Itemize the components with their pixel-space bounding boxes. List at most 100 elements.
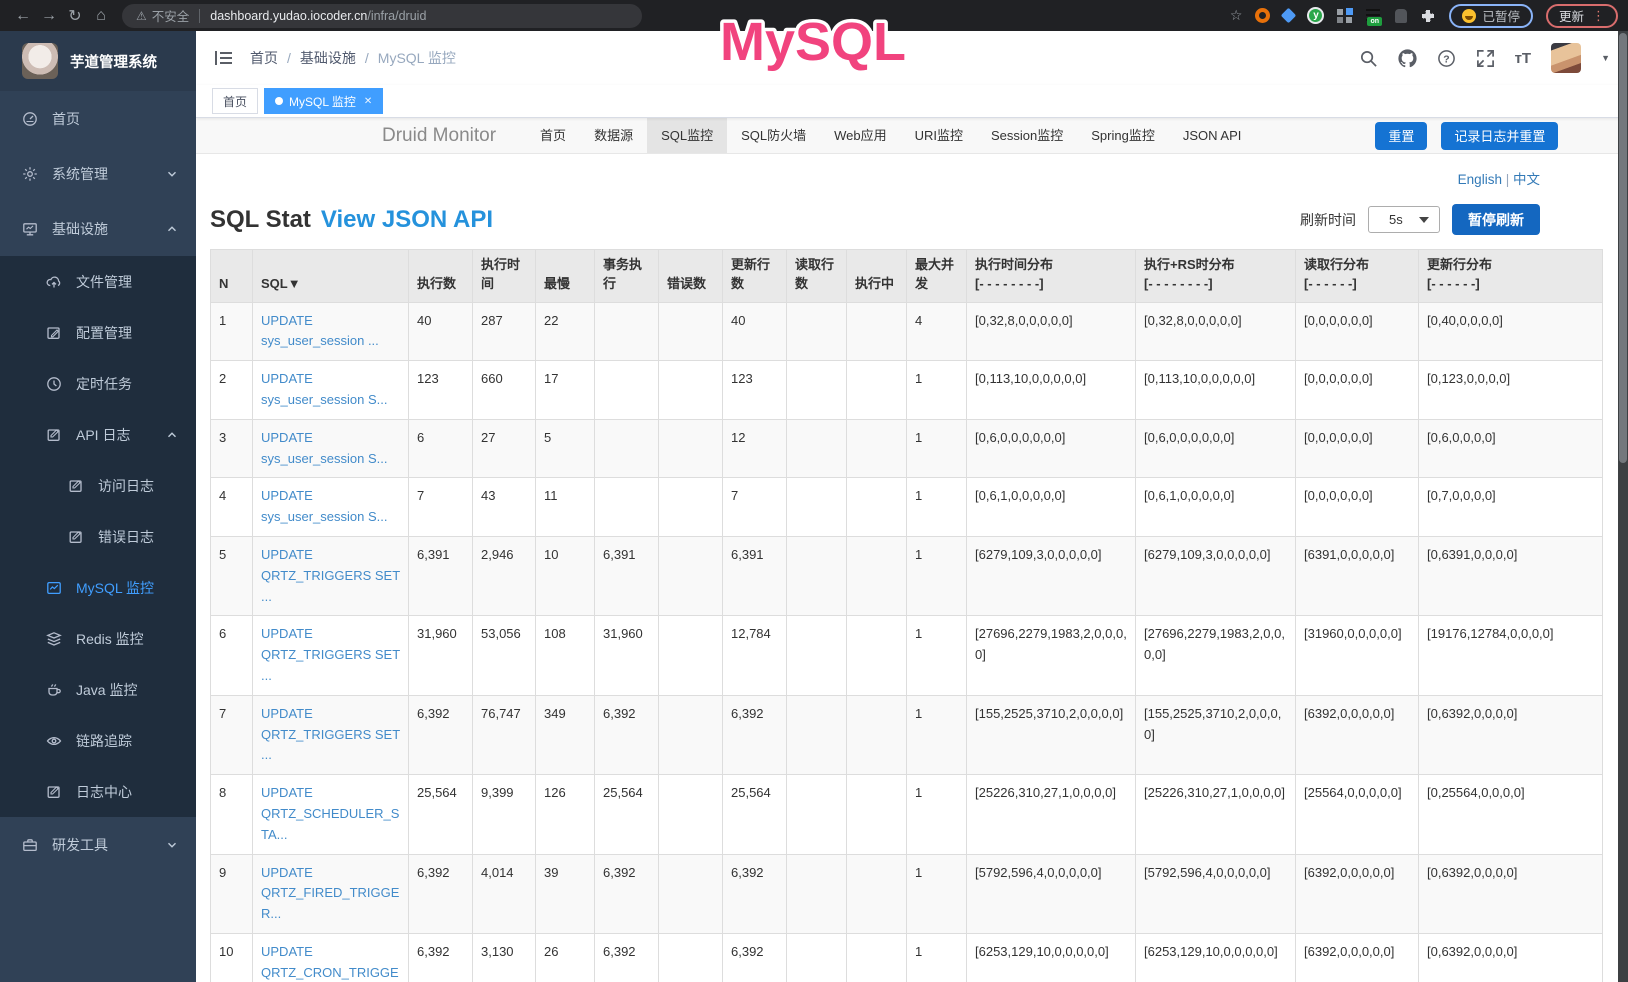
sidebar-item-redis-monitor[interactable]: Redis 监控 <box>0 613 196 664</box>
menu-dots-icon[interactable]: ⋮ <box>1592 7 1605 23</box>
app-logo[interactable]: 芋道管理系统 <box>0 31 196 91</box>
sql-link[interactable]: UPDATE QRTZ_TRIGGERS SET ... <box>261 705 400 763</box>
column-header[interactable]: 执行中 <box>846 249 907 303</box>
sidebar-item-system[interactable]: 系统管理 <box>0 146 196 201</box>
table-cell: UPDATE QRTZ_FIRED_TRIGGER... <box>252 853 409 935</box>
forward-icon[interactable]: → <box>41 6 57 24</box>
sql-link[interactable]: UPDATE QRTZ_TRIGGERS SET ... <box>261 547 400 604</box>
sql-link[interactable]: UPDATE QRTZ_FIRED_TRIGGER... <box>261 864 400 922</box>
druid-button[interactable]: 重置 <box>1375 121 1428 150</box>
sidebar-item-mysql-monitor[interactable]: MySQL 监控 <box>0 562 196 613</box>
column-header[interactable]: 最大并发 <box>906 249 967 303</box>
home-icon[interactable]: ⌂ <box>96 6 106 24</box>
column-header[interactable]: 读取行数 <box>786 249 847 303</box>
pause-refresh-button[interactable]: 暂停刷新 <box>1452 204 1540 235</box>
column-header[interactable]: 事务执行 <box>594 249 659 303</box>
hamburger-icon[interactable] <box>214 48 234 68</box>
avatar-caret-icon[interactable]: ▼ <box>1601 53 1610 63</box>
druid-button[interactable]: 记录日志并重置 <box>1441 121 1559 150</box>
close-icon[interactable]: ✕ <box>363 95 373 107</box>
view-json-api-link[interactable]: View JSON API <box>320 205 493 233</box>
lang-english-link[interactable]: English <box>1457 172 1502 187</box>
font-size-icon[interactable]: тT <box>1514 49 1532 67</box>
column-header[interactable]: 错误数 <box>658 249 723 303</box>
table-cell <box>658 774 723 855</box>
extension-icon-grid[interactable] <box>1337 7 1354 24</box>
reload-icon[interactable]: ↻ <box>68 7 82 25</box>
sidebar-item-trace[interactable]: 链路追踪 <box>0 715 196 766</box>
table-cell: 6,392 <box>594 694 659 776</box>
sql-link[interactable]: UPDATE QRTZ_TRIGGERS SET ... <box>261 626 400 684</box>
sidebar-item-access-log[interactable]: 访问日志 <box>0 460 196 511</box>
refresh-interval-select[interactable]: 5s <box>1368 206 1440 233</box>
sidebar-item-home[interactable]: 首页 <box>0 91 196 146</box>
tag-home[interactable]: 首页 <box>212 88 259 114</box>
breadcrumb-item[interactable]: 首页 <box>250 50 278 66</box>
druid-nav-item[interactable]: 首页 <box>540 128 567 143</box>
druid-nav-item[interactable]: SQL监控 <box>647 118 728 153</box>
table-cell <box>594 418 659 479</box>
edit-icon <box>46 325 62 341</box>
search-icon[interactable] <box>1359 49 1378 68</box>
fullscreen-icon[interactable] <box>1476 49 1495 68</box>
column-header[interactable]: 执行时间 <box>472 249 536 303</box>
druid-nav-item[interactable]: 数据源 <box>594 128 634 143</box>
sql-link[interactable]: UPDATE sys_user_session S... <box>261 488 388 525</box>
table-cell: [0,0,0,0,0,0] <box>1295 360 1419 420</box>
extension-icon-green[interactable]: y <box>1307 7 1325 24</box>
lang-chinese-link[interactable]: 中文 <box>1513 172 1540 187</box>
breadcrumb-item[interactable]: 基础设施 <box>299 50 356 66</box>
github-icon[interactable] <box>1397 48 1417 68</box>
sql-link[interactable]: UPDATE sys_user_session ... <box>261 312 379 349</box>
druid-nav-item[interactable]: Web应用 <box>834 128 887 143</box>
sidebar-item-java-monitor[interactable]: Java 监控 <box>0 664 196 715</box>
extension-icon-list[interactable]: on <box>1366 7 1383 26</box>
tag-mysql-monitor[interactable]: MySQL 监控 ✕ <box>264 88 384 114</box>
table-row: 5 UPDATE QRTZ_TRIGGERS SET ... 6,391 2,946 1… <box>210 536 1603 617</box>
back-icon[interactable]: ← <box>15 6 31 24</box>
sidebar-item-dev-tools[interactable]: 研发工具 <box>0 817 196 872</box>
sidebar-item-job[interactable]: 定时任务 <box>0 358 196 409</box>
user-avatar[interactable] <box>1551 43 1582 73</box>
druid-nav-item[interactable]: Session监控 <box>991 128 1064 143</box>
column-header[interactable]: 最慢 <box>535 249 595 303</box>
sql-link[interactable]: UPDATE QRTZ_SCHEDULER_STA... <box>261 785 400 842</box>
druid-nav-item[interactable]: Spring监控 <box>1091 128 1155 143</box>
table-cell <box>658 694 723 776</box>
druid-nav-item[interactable]: SQL防火墙 <box>741 128 807 143</box>
sidebar-item-file[interactable]: 文件管理 <box>0 256 196 307</box>
table-cell: [0,6,0,0,0,0,0,0] <box>1135 418 1296 479</box>
sidebar-item-error-log[interactable]: 错误日志 <box>0 511 196 562</box>
column-header[interactable]: N <box>210 249 253 303</box>
sql-link[interactable]: UPDATE sys_user_session S... <box>261 371 388 408</box>
sidebar-item-label: 系统管理 <box>52 165 108 182</box>
sidebar-item-api-log[interactable]: API 日志 <box>0 409 196 460</box>
column-header[interactable]: 执行数 <box>408 249 473 303</box>
browser-update-button[interactable]: 更新 ⋮ <box>1545 3 1618 28</box>
profile-paused-pill[interactable]: 已暂停 <box>1449 3 1533 28</box>
help-icon[interactable]: ? <box>1437 49 1456 68</box>
page-scrollbar[interactable] <box>1618 31 1628 982</box>
column-header[interactable]: 执行时间分布 [- - - - - - - -] <box>966 249 1136 303</box>
bookmark-star-icon[interactable]: ☆ <box>1229 7 1243 23</box>
extensions-puzzle-icon[interactable] <box>1420 8 1436 24</box>
extension-icon-gray[interactable] <box>1395 8 1408 23</box>
column-header[interactable]: 读取行分布 [- - - - - -] <box>1295 249 1419 303</box>
druid-nav-item[interactable]: JSON API <box>1182 128 1242 143</box>
scrollbar-thumb[interactable] <box>1619 33 1627 463</box>
extension-icon-blue[interactable] <box>1281 7 1297 24</box>
sidebar-item-label: 研发工具 <box>52 836 108 853</box>
sql-link[interactable]: UPDATE QRTZ_CRON_TRIGGERS... <box>261 944 399 980</box>
sidebar-item-log-center[interactable]: 日志中心 <box>0 766 196 817</box>
column-header[interactable]: 更新行数 <box>722 249 787 303</box>
column-header[interactable]: 更新行分布 [- - - - - -] <box>1418 249 1603 303</box>
sidebar-item-config[interactable]: 配置管理 <box>0 307 196 358</box>
extension-icon-orange[interactable] <box>1255 8 1271 23</box>
active-dot-icon <box>275 97 284 105</box>
column-header[interactable]: SQL▼ <box>252 249 409 303</box>
address-bar[interactable]: ⚠ 不安全 dashboard.yudao.iocoder.cn /infra/… <box>122 3 642 28</box>
column-header[interactable]: 执行+RS时分布 [- - - - - - - -] <box>1135 249 1296 303</box>
druid-nav-item[interactable]: URI监控 <box>914 128 963 143</box>
sql-link[interactable]: UPDATE sys_user_session S... <box>261 429 388 466</box>
sidebar-item-infra[interactable]: 基础设施 <box>0 201 196 256</box>
